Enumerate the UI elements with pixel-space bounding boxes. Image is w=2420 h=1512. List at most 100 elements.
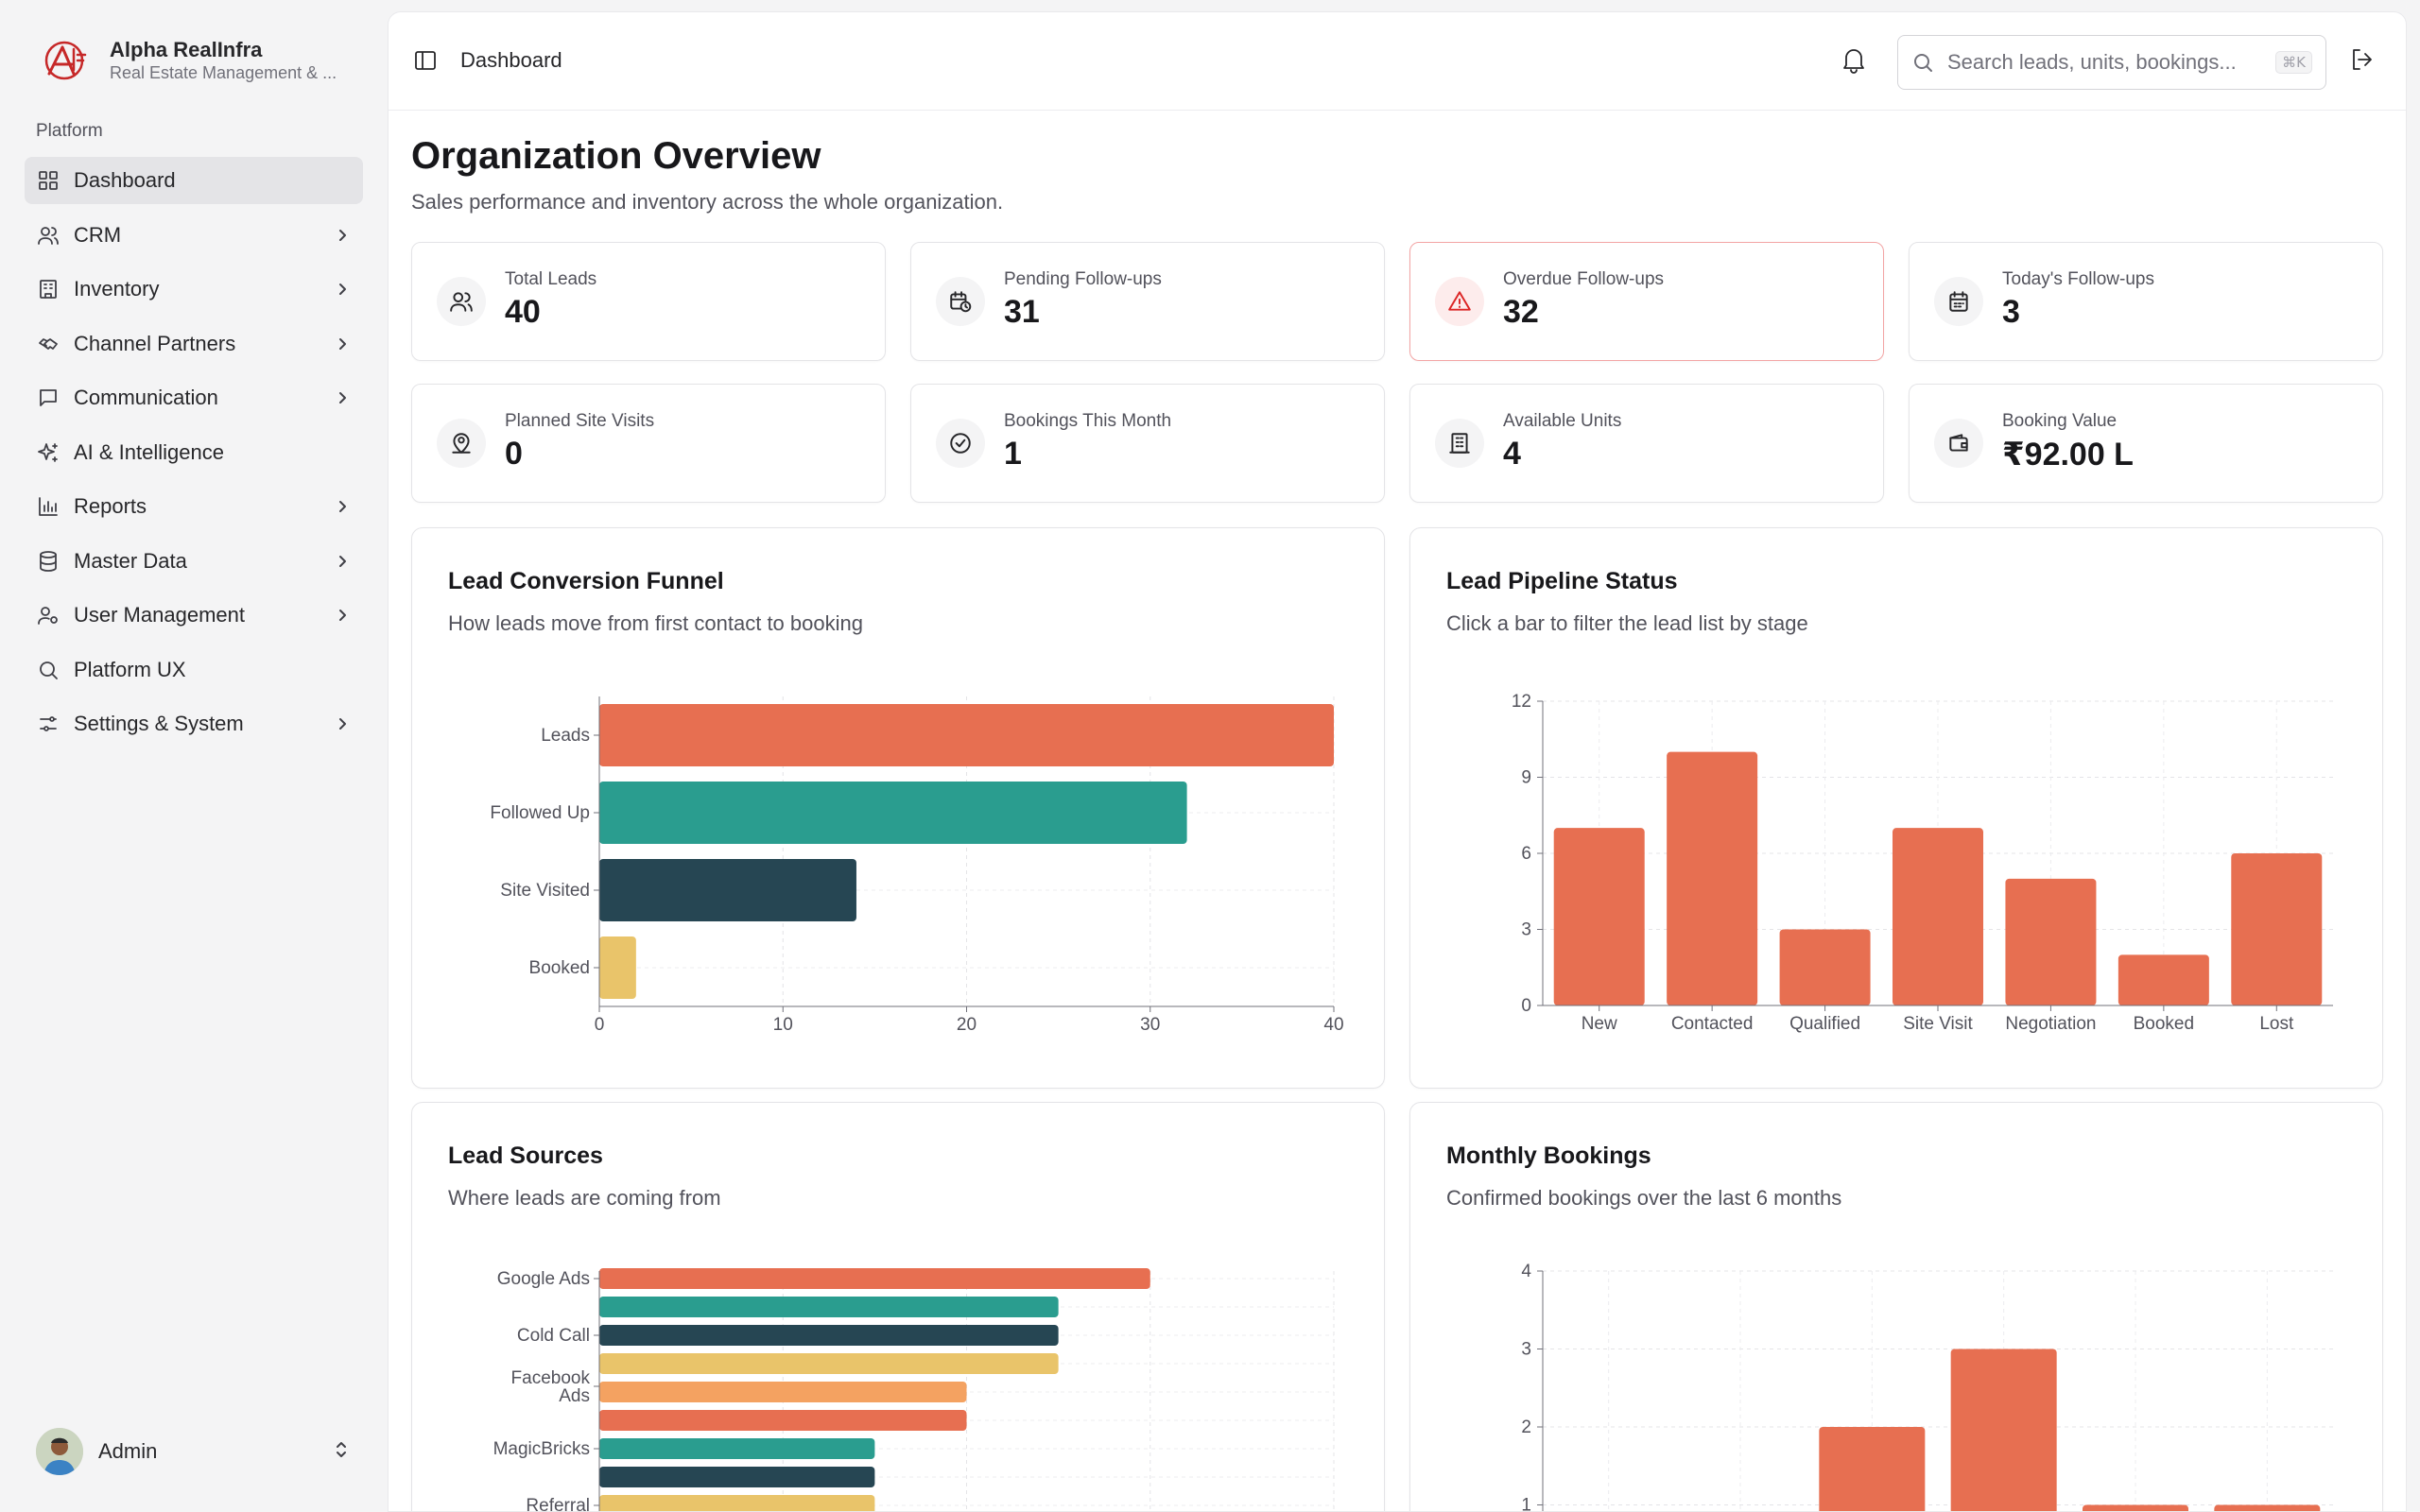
y-tick-label: 12 bbox=[1512, 692, 1531, 712]
search-placeholder: Search leads, units, bookings... bbox=[1947, 50, 2237, 74]
stat-label: Total Leads bbox=[505, 269, 597, 289]
bar-followed-up[interactable] bbox=[599, 782, 1187, 844]
stat-card-todays-follow-ups[interactable]: Today's Follow-ups 3 bbox=[1909, 242, 2383, 361]
bell-icon[interactable] bbox=[1839, 44, 1871, 77]
sidebar-item-platform-ux[interactable]: Platform UX bbox=[25, 646, 363, 694]
database-icon bbox=[36, 549, 60, 574]
avatar bbox=[36, 1428, 83, 1475]
y-tick-label: 9 bbox=[1521, 768, 1531, 788]
stat-card-overdue-follow-ups[interactable]: Overdue Follow-ups 32 bbox=[1409, 242, 1884, 361]
bar-source-4[interactable] bbox=[599, 1353, 1059, 1374]
bar-leads[interactable] bbox=[599, 704, 1334, 766]
search-icon bbox=[36, 658, 60, 682]
bar-source-1[interactable] bbox=[599, 1268, 1150, 1289]
card-subtitle: Where leads are coming from bbox=[448, 1186, 721, 1210]
main-content: Dashboard Search leads, units, bookings.… bbox=[388, 11, 2407, 1512]
y-tick-label: Cold Call bbox=[517, 1326, 590, 1346]
x-tick-label: New bbox=[1582, 1014, 1617, 1034]
stat-value: 32 bbox=[1503, 294, 1539, 330]
bar-lost[interactable] bbox=[2231, 853, 2323, 1005]
bar-source-8[interactable] bbox=[599, 1467, 875, 1487]
sidebar-nav: Dashboard CRM Inventory Channel Partners… bbox=[25, 157, 363, 755]
app-name: Alpha RealInfra bbox=[110, 38, 263, 61]
breadcrumb[interactable]: Dashboard bbox=[460, 48, 562, 72]
card-subtitle: Confirmed bookings over the last 6 month… bbox=[1446, 1186, 1842, 1210]
building-icon bbox=[36, 277, 60, 301]
sidebar-toggle-icon[interactable] bbox=[413, 48, 440, 75]
x-tick-label: Qualified bbox=[1789, 1014, 1860, 1034]
handshake-icon bbox=[36, 332, 60, 356]
stat-label: Planned Site Visits bbox=[505, 411, 655, 431]
y-tick-label: 6 bbox=[1521, 844, 1531, 864]
monthly-bookings-chart[interactable]: 1 2 3 4 bbox=[1410, 1103, 2383, 1512]
bar-month-4[interactable] bbox=[1950, 1349, 2057, 1512]
sliders-icon bbox=[36, 712, 60, 736]
y-tick-label: 0 bbox=[1521, 996, 1531, 1016]
user-menu[interactable]: Admin bbox=[36, 1425, 352, 1478]
bar-qualified[interactable] bbox=[1779, 929, 1871, 1006]
x-tick-label: 10 bbox=[773, 1015, 793, 1035]
brand[interactable]: Alpha RealInfra Real Estate Management &… bbox=[42, 36, 354, 85]
chevron-right-icon bbox=[333, 280, 352, 299]
search-input[interactable]: Search leads, units, bookings... ⌘K bbox=[1897, 35, 2326, 90]
x-tick-label: 0 bbox=[595, 1015, 605, 1035]
sidebar-item-reports[interactable]: Reports bbox=[25, 483, 363, 530]
stat-card-pending-follow-ups[interactable]: Pending Follow-ups 31 bbox=[910, 242, 1385, 361]
search-icon bbox=[1914, 54, 1932, 72]
card-title: Lead Pipeline Status bbox=[1446, 568, 1678, 594]
page-title: Organization Overview bbox=[411, 135, 821, 177]
bar-negotiation[interactable] bbox=[2005, 878, 2097, 1005]
y-tick-label: Followed Up bbox=[490, 803, 590, 823]
sidebar-item-master-data[interactable]: Master Data bbox=[25, 538, 363, 585]
x-tick-label: 20 bbox=[957, 1015, 977, 1035]
sidebar-item-label: User Management bbox=[74, 603, 245, 627]
card-title: Lead Sources bbox=[448, 1143, 603, 1169]
sidebar-item-crm[interactable]: CRM bbox=[25, 212, 363, 259]
y-tick-label: 3 bbox=[1521, 920, 1531, 940]
bar-source-9[interactable] bbox=[599, 1495, 875, 1512]
bar-month-3[interactable] bbox=[1819, 1427, 1926, 1512]
sidebar-item-ai-intelligence[interactable]: AI & Intelligence bbox=[25, 429, 363, 476]
bar-month-5[interactable] bbox=[2083, 1504, 2188, 1512]
sidebar-item-settings-system[interactable]: Settings & System bbox=[25, 700, 363, 747]
stat-card-planned-site-visits[interactable]: Planned Site Visits 0 bbox=[411, 384, 886, 503]
bar-source-2[interactable] bbox=[599, 1297, 1059, 1317]
pipeline-chart[interactable]: 0 3 6 9 12 New Contacted Qualified Site Visit Neg… bbox=[1410, 528, 2383, 1089]
bar-site-visit[interactable] bbox=[1893, 828, 1983, 1005]
logout-icon[interactable] bbox=[2349, 46, 2377, 75]
sidebar-item-communication[interactable]: Communication bbox=[25, 374, 363, 421]
bar-site-visited[interactable] bbox=[599, 859, 856, 921]
funnel-chart[interactable]: 0 10 20 30 40 Leads Followed Up Site Visited Boo… bbox=[412, 528, 1385, 1089]
stat-card-total-leads[interactable]: Total Leads 40 bbox=[411, 242, 886, 361]
stat-card-available-units[interactable]: Available Units 4 bbox=[1409, 384, 1884, 503]
stat-label: Available Units bbox=[1503, 411, 1622, 431]
x-tick-label: Contacted bbox=[1671, 1014, 1754, 1034]
user-name: Admin bbox=[98, 1439, 158, 1463]
sidebar-item-user-management[interactable]: User Management bbox=[25, 592, 363, 639]
sidebar-item-label: Inventory bbox=[74, 277, 160, 301]
bar-chart-icon bbox=[36, 494, 60, 519]
bar-source-6[interactable] bbox=[599, 1410, 967, 1431]
bar-contacted[interactable] bbox=[1667, 751, 1758, 1005]
y-tick-label: Google Ads bbox=[497, 1269, 590, 1289]
bar-booked[interactable] bbox=[2118, 954, 2209, 1005]
stat-card-booking-value[interactable]: Booking Value ₹92.00 L bbox=[1909, 384, 2383, 503]
calendar-icon bbox=[1934, 277, 1983, 326]
bar-source-7[interactable] bbox=[599, 1438, 875, 1459]
bar-source-5[interactable] bbox=[599, 1382, 967, 1402]
stat-card-bookings-this-month[interactable]: Bookings This Month 1 bbox=[910, 384, 1385, 503]
dashboard-grid-icon bbox=[36, 168, 60, 193]
chevron-right-icon bbox=[333, 497, 352, 516]
sidebar-item-inventory[interactable]: Inventory bbox=[25, 266, 363, 313]
sidebar-item-dashboard[interactable]: Dashboard bbox=[25, 157, 363, 204]
x-tick-label: Negotiation bbox=[2005, 1014, 2096, 1034]
bar-month-6[interactable] bbox=[2214, 1504, 2321, 1512]
sources-chart[interactable]: Google Ads Cold Call Facebook Ads MagicBrick… bbox=[412, 1103, 1385, 1512]
bar-booked[interactable] bbox=[599, 936, 636, 999]
sidebar-item-channel-partners[interactable]: Channel Partners bbox=[25, 320, 363, 368]
sidebar-item-label: Settings & System bbox=[74, 712, 244, 735]
card-title: Lead Conversion Funnel bbox=[448, 568, 724, 594]
bar-new[interactable] bbox=[1553, 828, 1645, 1005]
bar-source-3[interactable] bbox=[599, 1325, 1059, 1346]
y-tick-label: 1 bbox=[1521, 1496, 1531, 1512]
